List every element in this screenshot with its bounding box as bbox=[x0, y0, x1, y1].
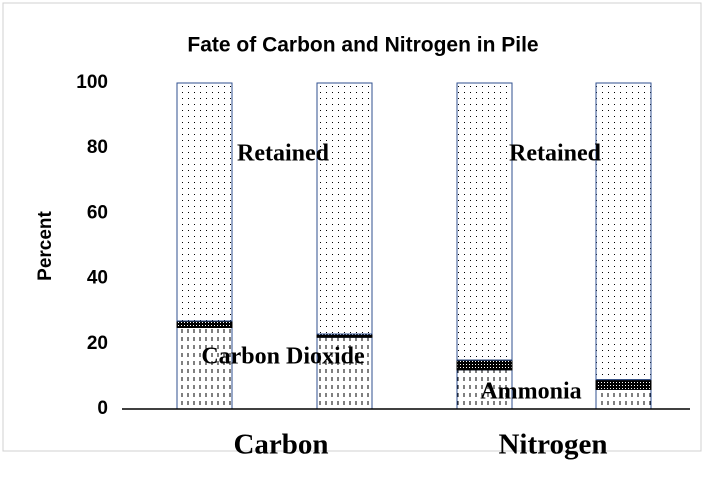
bar-segment bbox=[595, 388, 652, 410]
annotation: Ammonia bbox=[480, 379, 581, 405]
bar-segment bbox=[595, 82, 652, 381]
y-tick-label: 60 bbox=[87, 202, 108, 223]
y-tick-label: 20 bbox=[87, 333, 108, 354]
bar-segment bbox=[456, 369, 513, 410]
bar-segment bbox=[456, 359, 513, 371]
y-tick-label: 40 bbox=[87, 268, 108, 289]
chart-title: Fate of Carbon and Nitrogen in Pile bbox=[187, 34, 538, 57]
bar-segment bbox=[176, 320, 233, 329]
annotation: Retained bbox=[237, 141, 330, 167]
bar-segment bbox=[176, 82, 233, 322]
bar-segment bbox=[316, 82, 373, 335]
y-tick-label: 80 bbox=[87, 137, 108, 158]
bar-segment bbox=[456, 82, 513, 361]
group-label: Nitrogen bbox=[498, 429, 607, 461]
bar-segment bbox=[316, 336, 373, 410]
bar-segment bbox=[595, 379, 652, 390]
frame bbox=[2, 2, 702, 452]
annotation: Carbon Dioxide bbox=[201, 344, 365, 370]
y-tick-label: 0 bbox=[97, 398, 108, 419]
y-tick-label: 100 bbox=[76, 72, 108, 93]
y-axis-label: Percent bbox=[35, 210, 56, 280]
group-label: Carbon bbox=[233, 429, 328, 461]
annotation: Retained bbox=[509, 141, 602, 167]
